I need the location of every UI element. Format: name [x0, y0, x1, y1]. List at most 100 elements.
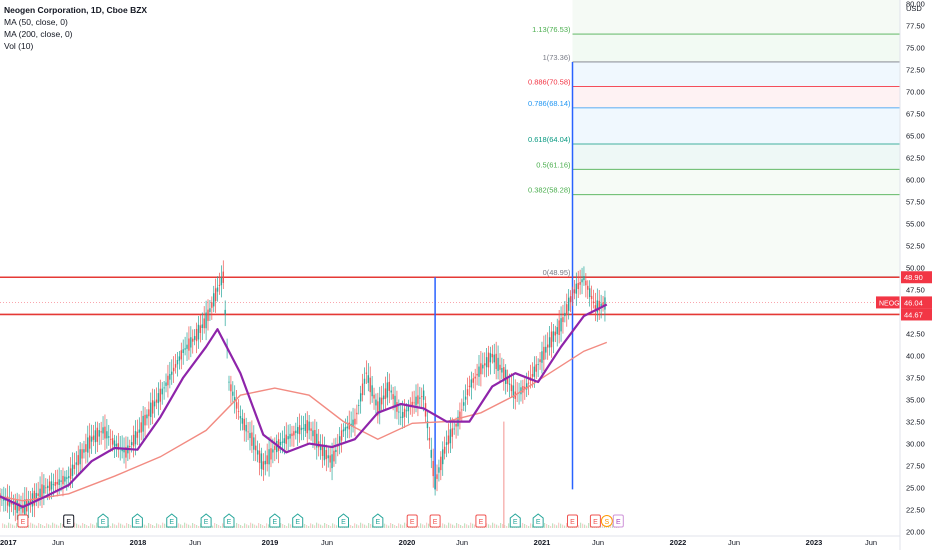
event-marker[interactable] [166, 513, 178, 528]
event-marker[interactable] [429, 514, 441, 528]
event-marker-label: E [341, 519, 346, 526]
event-marker[interactable] [532, 513, 544, 528]
volume-bar [364, 524, 366, 528]
volume-bar [114, 524, 116, 528]
volume-bar [60, 523, 62, 528]
event-marker[interactable] [200, 513, 212, 528]
volume-bar [162, 522, 164, 528]
price-candle-body [506, 377, 509, 384]
event-marker[interactable] [131, 513, 143, 528]
price-candle-body [426, 420, 429, 429]
price-candle-body [575, 283, 578, 294]
price-candle-body [62, 475, 64, 485]
volume-bar [530, 523, 532, 528]
volume-bar [352, 526, 354, 528]
event-marker[interactable] [406, 514, 418, 528]
event-marker[interactable] [589, 514, 601, 528]
price-candle-body [104, 426, 106, 439]
volume-bar [30, 522, 32, 528]
event-marker[interactable] [269, 513, 281, 528]
volume-bar [396, 526, 398, 528]
volume-bar [76, 523, 78, 528]
y-tick-label: 20.00 [906, 528, 925, 537]
legend-vol[interactable]: Vol (10) [4, 41, 34, 51]
volume-bar [466, 524, 468, 528]
event-marker[interactable] [17, 514, 29, 528]
ma50-line[interactable] [0, 303, 608, 509]
price-candle-body [569, 296, 572, 303]
volume-bar [112, 523, 114, 528]
event-marker[interactable] [600, 515, 613, 527]
price-candle-body [302, 427, 305, 429]
price-axis-label-text: 48.90 [904, 273, 923, 282]
event-marker-label: E [169, 519, 174, 526]
event-marker-label: E [272, 519, 277, 526]
price-candle-body [592, 301, 595, 304]
volume-bar [450, 523, 452, 528]
price-candle-body [358, 405, 360, 406]
x-tick-label: 2019 [262, 538, 279, 547]
price-candle-body [308, 421, 310, 431]
volume-bar [16, 523, 18, 528]
event-marker[interactable] [63, 514, 75, 528]
event-marker[interactable] [509, 513, 521, 528]
price-candle-body [20, 506, 22, 510]
price-candle-body [407, 405, 410, 412]
volume-bar [280, 523, 282, 528]
volume-bar [180, 524, 182, 528]
price-candle-body [192, 338, 194, 342]
event-marker[interactable] [223, 513, 235, 528]
currency-label: USD [906, 4, 922, 13]
legend-ma50[interactable]: MA (50, close, 0) [4, 17, 68, 27]
volume-bar [80, 525, 82, 528]
ma200-line[interactable] [0, 341, 608, 502]
event-marker[interactable] [475, 514, 487, 528]
price-candle-body [232, 391, 234, 396]
volume-bar [460, 525, 462, 528]
volume-bar [38, 523, 40, 528]
volume-bar [258, 523, 260, 528]
price-candle-body [8, 497, 11, 507]
price-candle-body [207, 309, 209, 321]
event-marker[interactable] [612, 514, 624, 528]
volume-bar [14, 525, 16, 528]
price-candle-body [176, 360, 179, 365]
price-candle-body [87, 437, 89, 453]
price-candle-body [92, 435, 95, 440]
volume-bar [390, 523, 392, 528]
price-candle-body [201, 324, 203, 328]
volume-bar [46, 523, 48, 528]
symbol-tag-text: NEOG [879, 300, 900, 307]
price-candle-body [508, 383, 511, 385]
event-marker[interactable] [338, 513, 349, 528]
price-candle-body [403, 408, 406, 417]
price-candle-body [75, 462, 78, 465]
price-candle-body [130, 442, 133, 446]
x-tick-label: 2020 [399, 538, 416, 547]
volume-bar [544, 523, 546, 528]
volume-bar [2, 523, 4, 528]
price-candle-body [598, 300, 600, 311]
event-marker[interactable] [567, 514, 578, 528]
legend-ma200[interactable]: MA (200, close, 0) [4, 29, 73, 39]
fib-level-label: 0.618(64.04) [528, 135, 571, 144]
price-candle-body [193, 336, 196, 340]
price-candle-body [108, 436, 110, 438]
volume-bar [422, 524, 424, 528]
volume-bar [368, 523, 370, 528]
price-candle-body [218, 284, 221, 286]
price-candle-body [228, 381, 230, 383]
volume-bar [406, 523, 408, 528]
volume-bar [144, 524, 146, 528]
event-marker[interactable] [372, 513, 384, 528]
volume-bar [562, 524, 564, 528]
price-candle-body [85, 444, 87, 452]
fib-level-label: 1.13(76.53) [532, 25, 571, 34]
volume-bar [320, 524, 322, 528]
volume-bar [404, 522, 406, 528]
volume-bar [556, 525, 558, 528]
event-marker[interactable] [292, 513, 304, 528]
event-marker[interactable] [97, 513, 109, 528]
volume-bar [508, 523, 510, 528]
